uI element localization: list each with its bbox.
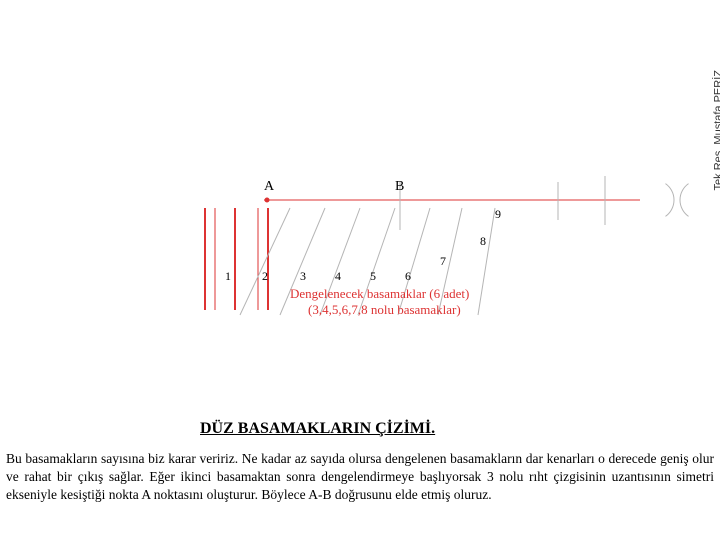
svg-text:B: B: [395, 179, 404, 194]
svg-text:9: 9: [495, 207, 501, 221]
svg-text:2: 2: [262, 269, 268, 283]
svg-text:1: 1: [225, 269, 231, 283]
body-paragraph: Bu basamakların sayısına biz karar verir…: [6, 450, 714, 505]
svg-text:Dengelenecek basamaklar (6 ade: Dengelenecek basamaklar (6 adet): [290, 286, 469, 301]
svg-text:4: 4: [335, 269, 341, 283]
svg-text:6: 6: [405, 269, 411, 283]
svg-text:(3,4,5,6,7,8 nolu basamaklar): (3,4,5,6,7,8 nolu basamaklar): [308, 302, 461, 317]
stair-diagram: A B 1 2 3 4 5 6 7 89 Dengelenecek basamaklar (6 ad…: [0, 170, 720, 350]
section-heading: DÜZ BASAMAKLARIN ÇİZİMİ.: [200, 420, 435, 438]
svg-text:A: A: [264, 179, 275, 194]
svg-text:3: 3: [300, 269, 306, 283]
svg-text:8: 8: [480, 234, 486, 248]
svg-text:5: 5: [370, 269, 376, 283]
svg-text:7: 7: [440, 254, 446, 268]
